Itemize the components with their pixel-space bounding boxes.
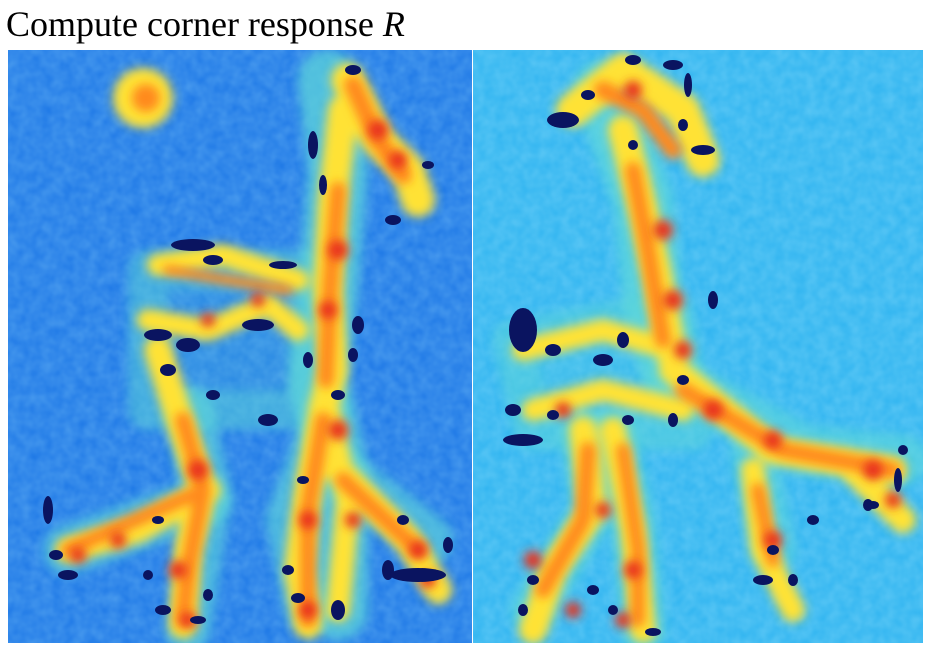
title-variable: R	[382, 4, 405, 44]
red-hotspots-right	[524, 81, 901, 628]
corner-response-heatmap-left-icon	[8, 50, 472, 643]
right-heatmap-panel	[473, 50, 923, 643]
red-hotspots-left	[70, 120, 436, 628]
left-heatmap-panel	[8, 50, 472, 643]
navy-spots-right	[503, 55, 908, 636]
title-text: Compute corner response	[6, 4, 383, 44]
slide-title: Compute corner response R	[6, 2, 405, 46]
corner-response-heatmap-right-icon	[473, 50, 923, 643]
navy-spots-left	[43, 65, 453, 624]
